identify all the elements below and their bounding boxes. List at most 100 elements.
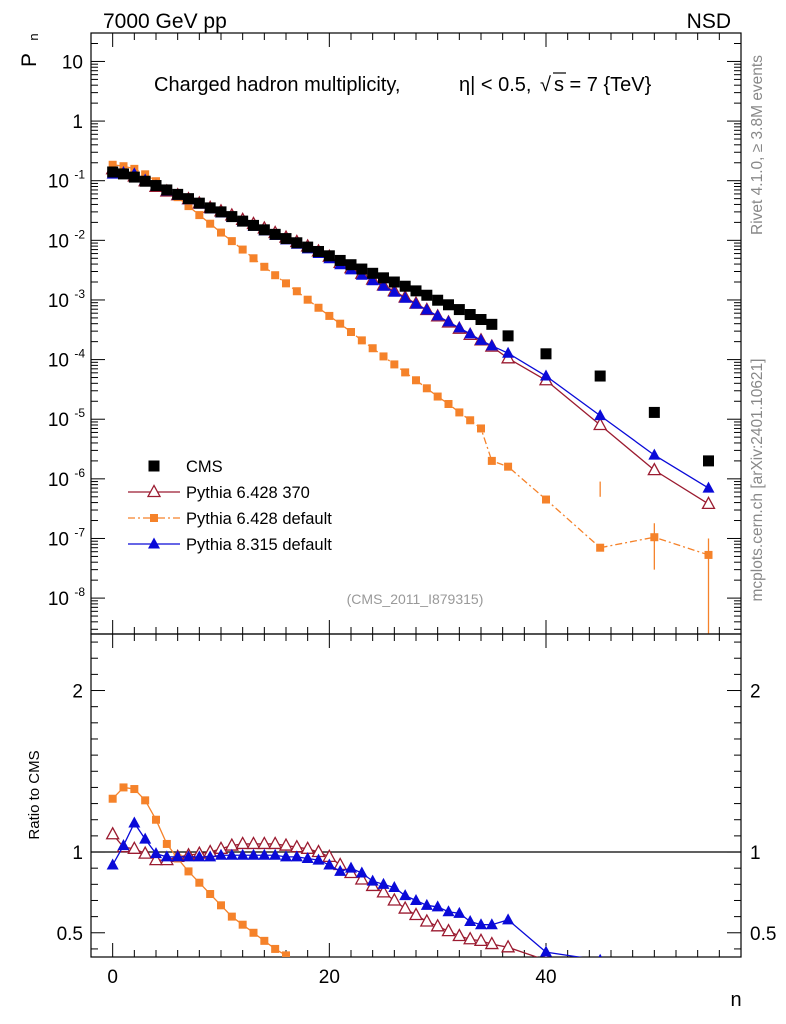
data-point bbox=[249, 254, 258, 263]
ratio-point bbox=[249, 928, 258, 937]
ratio-line bbox=[112, 821, 583, 957]
ratio-point bbox=[376, 884, 391, 898]
ratio-point bbox=[441, 923, 456, 937]
ratio-point bbox=[431, 900, 444, 912]
data-point bbox=[453, 304, 465, 316]
data-point bbox=[379, 352, 388, 361]
ratio-point bbox=[128, 816, 141, 828]
data-point bbox=[238, 245, 247, 254]
data-point bbox=[701, 496, 716, 510]
ratio-point bbox=[377, 877, 390, 889]
data-point bbox=[302, 241, 314, 253]
y-tick-label: 10 bbox=[48, 410, 69, 431]
data-point bbox=[345, 259, 357, 271]
x-tick-label: 0 bbox=[107, 967, 118, 988]
ratio-point bbox=[105, 826, 120, 840]
ratio-point bbox=[290, 850, 303, 862]
ratio-point bbox=[117, 839, 130, 851]
ratio-series-pythia-6-428-default bbox=[108, 783, 312, 972]
y-tick-exponent: -5 bbox=[74, 406, 85, 420]
ratio-point bbox=[246, 836, 261, 850]
data-point bbox=[475, 314, 487, 326]
ratio-y-tick-label: 2 bbox=[72, 682, 83, 703]
series-pythia-6-428-default bbox=[108, 160, 713, 634]
ratio-point bbox=[148, 852, 164, 866]
x-tick-label: 20 bbox=[319, 967, 340, 988]
ratio-point bbox=[138, 845, 153, 859]
data-point bbox=[108, 160, 117, 169]
data-point bbox=[412, 376, 420, 385]
data-point bbox=[269, 228, 281, 240]
main-ylabel-sub: n bbox=[26, 33, 41, 40]
data-point bbox=[421, 289, 433, 301]
data-point bbox=[195, 211, 204, 220]
ratio-point bbox=[184, 867, 193, 876]
ratio-series-pythia-8-315-default bbox=[106, 816, 602, 957]
svg-text:Ratio to CMS: Ratio to CMS bbox=[26, 750, 43, 839]
ratio-point bbox=[130, 785, 139, 794]
data-point bbox=[464, 309, 476, 321]
data-point bbox=[271, 271, 280, 280]
y-tick-label: 1 bbox=[72, 112, 83, 133]
y-tick-label: 10 bbox=[48, 291, 69, 312]
svg-text:mcplots.cern.ch [arXiv:2401.10: mcplots.cern.ch [arXiv:2401.10621] bbox=[749, 359, 766, 602]
data-point bbox=[399, 291, 412, 303]
ratio-point bbox=[139, 832, 152, 844]
ratio-point bbox=[108, 794, 117, 803]
data-point bbox=[431, 309, 444, 321]
legend: CMS Pythia 6.428 370 Pythia 6.428 default P… bbox=[128, 458, 332, 554]
rivet-label: Rivet 4.1.0, ≥ 3.8M events bbox=[749, 55, 766, 235]
ratio-point bbox=[227, 912, 236, 921]
data-point bbox=[378, 272, 389, 284]
ratio-point bbox=[452, 928, 467, 942]
data-point bbox=[464, 327, 477, 339]
main-ylabel: P bbox=[18, 53, 41, 67]
ratio-point bbox=[258, 848, 271, 860]
ratio-y-tick-label: 1 bbox=[72, 843, 83, 864]
ratio-point bbox=[119, 783, 128, 792]
ratio-point bbox=[225, 848, 238, 860]
ratio-point bbox=[204, 850, 217, 862]
ratio-point bbox=[398, 900, 413, 914]
data-point bbox=[596, 543, 605, 552]
data-point bbox=[401, 368, 410, 377]
y-tick-exponent: -8 bbox=[74, 585, 85, 599]
ratio-point bbox=[473, 932, 489, 946]
ratio-point bbox=[430, 918, 445, 932]
ratio-point bbox=[217, 901, 225, 910]
data-point bbox=[282, 279, 290, 288]
svg-text:n: n bbox=[26, 33, 41, 40]
ratio-point bbox=[345, 861, 357, 873]
data-point bbox=[475, 333, 487, 345]
y-tick-exponent: -1 bbox=[74, 168, 85, 182]
ratio-y-tick-label-right: 0.5 bbox=[750, 924, 776, 945]
data-point bbox=[291, 237, 303, 249]
ratio-point bbox=[182, 850, 195, 862]
ratio-point bbox=[271, 944, 280, 953]
ratio-point bbox=[366, 874, 379, 886]
main-title: Charged hadron multiplicity, η| < 0.5, √… bbox=[154, 72, 652, 96]
ratio-point bbox=[475, 918, 487, 930]
data-point bbox=[388, 285, 401, 297]
ratio-point bbox=[420, 898, 433, 910]
title-sqrt: √ bbox=[540, 74, 551, 96]
ratio-point bbox=[236, 848, 249, 860]
ratio-point bbox=[282, 951, 290, 957]
ratio-point bbox=[464, 914, 477, 926]
ratio-point bbox=[304, 964, 312, 972]
y-tick-exponent: -7 bbox=[74, 525, 85, 539]
ratio-point bbox=[410, 893, 422, 905]
ratio-point bbox=[442, 905, 455, 917]
data-point bbox=[410, 297, 422, 309]
data-point bbox=[183, 193, 194, 205]
data-point bbox=[486, 318, 498, 330]
ratio-point bbox=[323, 858, 336, 870]
data-point bbox=[455, 408, 464, 417]
data-point bbox=[368, 344, 377, 353]
data-point bbox=[540, 348, 552, 360]
ratio-point bbox=[238, 920, 247, 929]
ratio-point bbox=[463, 931, 478, 945]
ratio-point bbox=[106, 858, 119, 870]
ratio-point bbox=[260, 936, 269, 945]
data-point bbox=[161, 184, 173, 196]
